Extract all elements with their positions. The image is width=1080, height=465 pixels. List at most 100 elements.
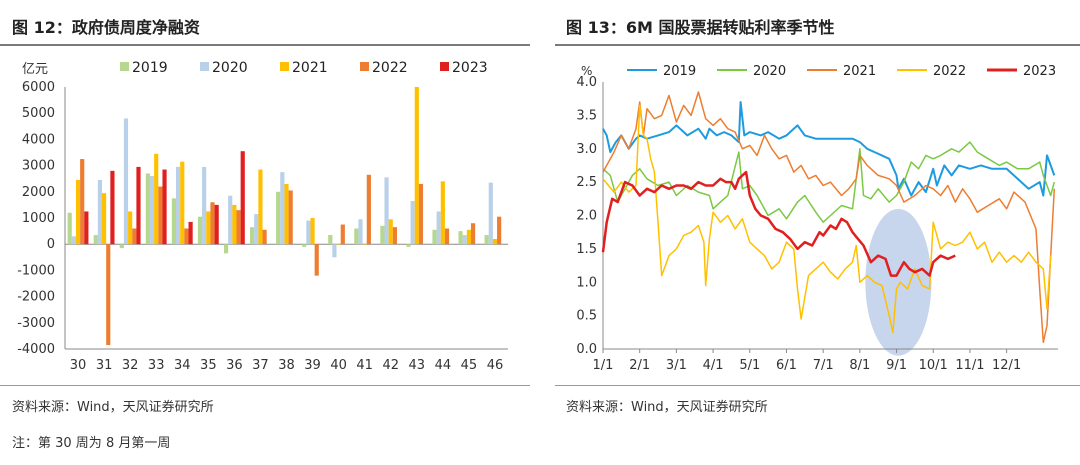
line-xtick-label: 6/1 [776,358,797,373]
line-xtick-label: 12/1 [992,358,1021,373]
line-ytick-label: 0.5 [576,309,597,324]
legend-label-2019: 2019 [663,64,696,79]
bar-xtick-label: 42 [382,358,399,373]
bar-2020-41 [358,219,363,245]
bar-2019-44 [432,229,437,245]
line-xtick-label: 10/1 [919,358,948,373]
left-note: 注：第 30 周为 8 月第一周 [12,436,171,451]
series-line-2019 [602,101,1056,197]
bar-2019-38 [276,191,281,245]
line-ylabel: % [581,64,592,78]
bar-xtick-label: 36 [226,358,243,373]
bar-xtick-label: 44 [435,358,452,373]
bar-chart: 亿元 6000 5000 4000 3000 2000 1000 0 -1000 -2000 -30… [17,60,508,373]
line-chart: %4.0 3.5 3.0 2.5 2.0 1.5 1.0 0.5 0.01/1 2/1 3/1 4/1… [576,64,1058,373]
bar-xtick-label: 32 [122,358,139,373]
bar-2021-45 [466,229,471,245]
legend-swatch-2020 [200,62,209,71]
bar-ytick-label: 5000 [22,106,55,121]
line-ytick-label: 2.0 [576,209,597,224]
bar-2022-39 [314,244,319,276]
bar-ytick-label: -4000 [17,342,55,357]
bar-ytick-label: -2000 [17,290,55,305]
line-xtick-label: 1/1 [593,358,614,373]
left-source: 资料来源：Wind，天风证券研究所 [12,400,214,415]
right-title-rule [555,44,1080,46]
bar-2022-45 [470,223,476,245]
bar-2019-36 [223,244,229,254]
highlight-ellipse [865,208,932,356]
bar-ytick-label: 2000 [22,185,55,200]
bar-2021-31 [102,193,107,245]
bar-ytick-label: -1000 [17,263,55,278]
bar-ytick-label: 1000 [22,211,55,226]
bar-2020-40 [332,244,337,258]
bar-xtick-label: 39 [304,358,321,373]
bar-2019-43 [406,244,411,247]
bar-2022-38 [288,190,293,245]
bar-2023-33 [162,169,167,245]
bar-2020-33 [149,176,155,245]
left-title-rule [0,44,530,46]
bar-2020-31 [97,180,103,245]
series-line-2023 [601,170,956,277]
bar-2019-34 [171,198,177,245]
line-xtick-label: 5/1 [739,358,760,373]
bar-xtick-label: 34 [174,358,191,373]
legend-label-2021: 2021 [292,60,328,76]
line-xtick-label: 8/1 [849,358,870,373]
bar-2022-35 [210,202,215,245]
bar-2023-34 [188,221,193,245]
bar-2022-30 [80,159,85,245]
bar-2019-37 [250,227,255,245]
bar-2021-44 [440,181,445,245]
bar-2020-38 [280,172,285,245]
bar-2022-32 [132,228,137,245]
bar-2021-33 [154,153,159,245]
legend-swatch-2023 [440,62,449,71]
bar-ytick-label: -3000 [17,316,55,331]
line-ytick-label: 4.0 [576,75,597,90]
bar-2019-42 [380,225,385,245]
line-xtick-label: 2/1 [629,358,650,373]
bar-2023-36 [240,151,245,245]
bar-2021-32 [128,211,133,245]
bar-2020-32 [123,118,129,245]
bar-2023-35 [214,204,219,245]
line-xtick-label: 9/1 [886,358,907,373]
bar-ylabel: 亿元 [22,62,48,77]
bar-2019-35 [197,216,203,245]
bar-2021-39 [310,218,315,245]
bar-xtick-label: 31 [96,358,113,373]
bar-2020-46 [488,182,493,245]
legend-swatch-2021 [280,62,289,71]
legend-swatch-2019 [120,62,129,71]
bar-xtick-label: 41 [356,358,373,373]
left-chart-title: 图 12：政府债周度净融资 [12,18,200,37]
bar-2023-31 [110,170,115,245]
bar-ytick-label: 4000 [22,132,55,147]
bar-2022-40 [340,224,345,245]
bar-2020-39 [306,220,311,245]
series-line-2021 [602,91,1056,344]
bar-2019-46 [484,235,489,245]
bar-2021-30 [75,180,81,245]
bar-2019-40 [328,235,333,245]
line-ytick-label: 1.5 [576,242,597,257]
bar-xtick-label: 30 [70,358,87,373]
bar-2021-38 [284,183,289,245]
right-chart-title: 图 13：6M 国股票据转贴利率季节性 [566,18,835,37]
bar-2020-30 [71,236,76,245]
series-line-2020 [602,141,1056,223]
bar-2022-43 [418,183,424,245]
bar-2023-30 [84,211,89,245]
bar-xtick-label: 35 [200,358,217,373]
bar-2022-33 [158,186,163,245]
legend-label-2019: 2019 [132,60,168,76]
series-line-2022 [602,104,1052,334]
legend-label-2022: 2022 [372,60,408,76]
bar-2021-40 [336,244,341,245]
bar-2022-41 [366,174,371,245]
bar-ytick-label: 0 [47,237,55,252]
legend-label-2023: 2023 [452,60,488,76]
